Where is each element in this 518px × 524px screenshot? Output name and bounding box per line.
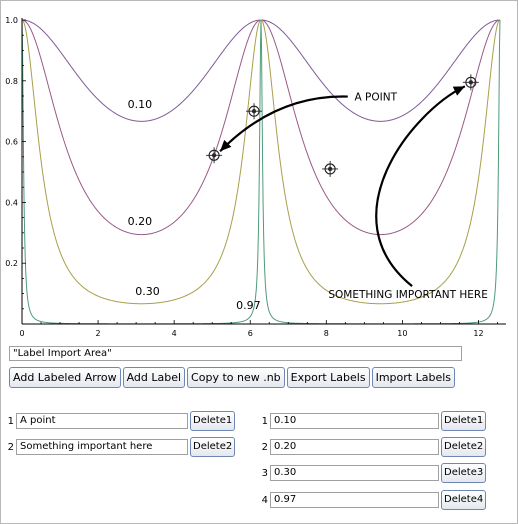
- curve-label-row: 4 0.97 Delete4: [259, 490, 487, 510]
- x-tick-label: 6: [248, 329, 253, 338]
- y-tick-label: 0.2: [5, 259, 18, 268]
- series-label: 0.10: [128, 98, 153, 111]
- y-tick-label: 0.4: [5, 198, 18, 207]
- series-line-0.97: [21, 19, 501, 325]
- arrow-label-row: 2 Something important here Delete2: [5, 437, 236, 457]
- target-marker: [462, 74, 479, 91]
- add-labeled-arrow-button[interactable]: Add Labeled Arrow: [9, 367, 121, 388]
- curve-label-field[interactable]: 0.20: [270, 439, 439, 455]
- curve-label-row: 1 0.10 Delete1: [259, 411, 487, 431]
- curve-label-field[interactable]: 0.30: [270, 465, 439, 481]
- target-marker: [322, 160, 339, 177]
- x-tick-label: 2: [96, 329, 101, 338]
- x-tick-label: 10: [397, 329, 407, 338]
- row-index: 4: [261, 494, 268, 506]
- arrow-head: [220, 139, 232, 152]
- arrow-shaft: [375, 85, 466, 288]
- series-label: 0.97: [236, 299, 261, 312]
- delete-curve-label-button[interactable]: Delete3: [441, 463, 487, 483]
- curve-label-row: 2 0.20 Delete2: [259, 437, 487, 457]
- arrow-label-field[interactable]: A point: [16, 413, 188, 429]
- delete-arrow-label-button[interactable]: Delete1: [190, 411, 236, 431]
- curve-label-row: 3 0.30 Delete3: [259, 463, 487, 483]
- row-index: 2: [261, 441, 268, 453]
- x-tick-label: 8: [324, 329, 329, 338]
- x-tick-label: 12: [473, 329, 483, 338]
- add-label-button[interactable]: Add Label: [122, 367, 186, 388]
- y-tick-label: 0.8: [5, 77, 18, 86]
- annotation-label: A POINT: [355, 92, 398, 104]
- series-line-0.30: [21, 19, 501, 305]
- delete-curve-label-button[interactable]: Delete2: [441, 437, 487, 457]
- row-index: 1: [7, 415, 14, 427]
- x-tick-label: 4: [172, 329, 177, 338]
- copy-to-new-nb-button[interactable]: Copy to new .nb: [187, 367, 285, 388]
- arrow-label-field[interactable]: Something important here: [16, 439, 188, 455]
- row-index: 1: [261, 415, 268, 427]
- delete-arrow-label-button[interactable]: Delete2: [190, 437, 236, 457]
- plot-area: 0 2 4 6 8 10 12 0.2 0.4 0.6 0.8 1.0 0.10 0.20 0.30 0.9…: [5, 16, 506, 338]
- x-tick-label: 0: [19, 329, 24, 338]
- y-tick-label: 1.0: [5, 16, 18, 25]
- series-label: 0.30: [135, 285, 160, 298]
- curve-label-field[interactable]: 0.97: [270, 492, 439, 508]
- series-label: 0.20: [128, 215, 153, 228]
- arrow-label-row: 1 A point Delete1: [5, 411, 236, 431]
- arrow-head: [452, 86, 465, 96]
- toolbar-buttons: Add Labeled Arrow Add Label Copy to new …: [9, 367, 456, 388]
- y-tick-label: 0.6: [5, 138, 18, 147]
- series-line-0.20: [21, 19, 501, 236]
- import-labels-button[interactable]: Import Labels: [371, 367, 456, 388]
- export-labels-button[interactable]: Export Labels: [286, 367, 370, 388]
- arrow-something-important: [375, 85, 466, 288]
- annotation-label: SOMETHING IMPORTANT HERE: [328, 289, 488, 301]
- label-import-area[interactable]: "Label Import Area": [9, 346, 462, 361]
- arrow-a-point: [219, 95, 348, 153]
- delete-curve-label-button[interactable]: Delete1: [441, 411, 487, 431]
- delete-curve-label-button[interactable]: Delete4: [441, 490, 487, 510]
- arrow-shaft: [219, 95, 348, 153]
- curve-label-field[interactable]: 0.10: [270, 413, 439, 429]
- row-index: 2: [7, 441, 14, 453]
- target-marker: [206, 147, 223, 164]
- target-marker: [246, 103, 263, 120]
- row-index: 3: [261, 467, 268, 479]
